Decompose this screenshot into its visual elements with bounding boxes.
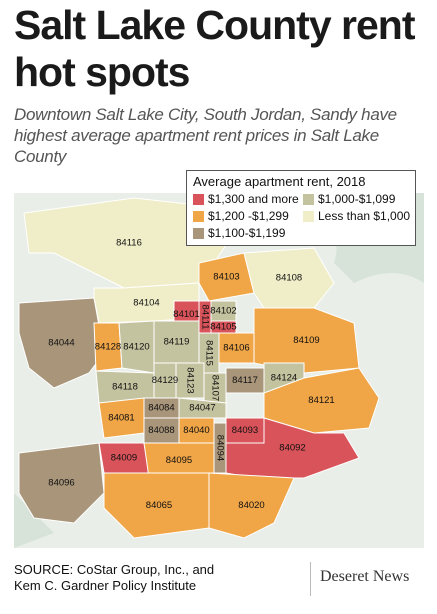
legend-title: Average apartment rent, 2018 <box>193 174 366 189</box>
zip-region-84096 <box>18 442 105 524</box>
zip-label-84119: 84119 <box>164 337 190 348</box>
zip-label-84118: 84118 <box>112 382 138 393</box>
zip-label-84116: 84116 <box>116 238 142 249</box>
legend-swatch <box>193 193 204 205</box>
zip-label-84105: 84105 <box>210 322 236 333</box>
footer-divider <box>310 562 311 596</box>
zip-label-84111: 84111 <box>199 304 210 329</box>
zip-label-84128: 84128 <box>95 342 121 353</box>
legend-item: $1,100-$1,199 <box>193 226 303 240</box>
legend-label: $1,000-$1,099 <box>318 192 396 206</box>
zip-label-84096: 84096 <box>48 478 74 489</box>
zip-label-84047: 84047 <box>189 403 215 414</box>
source-line-2: Kem C. Gardner Policy Institute <box>14 578 197 593</box>
zip-label-84104: 84104 <box>133 298 159 309</box>
zip-label-84081: 84081 <box>108 413 134 424</box>
source-line-1: SOURCE: CoStar Group, Inc., and <box>14 562 215 577</box>
legend-swatch <box>303 193 314 205</box>
brand-logo: Deseret News <box>320 568 410 585</box>
zip-label-84124: 84124 <box>271 373 297 384</box>
zip-label-84020: 84020 <box>238 500 264 511</box>
zip-label-84093: 84093 <box>232 425 258 436</box>
legend-swatch <box>193 227 204 239</box>
legend-label: $1,300 and more <box>208 192 299 206</box>
legend-label: $1,200 -$1,299 <box>208 209 289 223</box>
zip-label-84117: 84117 <box>232 375 258 386</box>
legend-item: $1,200 -$1,299 <box>193 209 303 223</box>
zip-label-84101: 84101 <box>173 309 199 320</box>
legend: Average apartment rent, 2018 $1,300 and … <box>186 170 416 246</box>
legend-swatch <box>303 210 314 222</box>
legend-label: $1,100-$1,199 <box>208 226 286 240</box>
legend-item: $1,000-$1,099 <box>303 192 413 206</box>
legend-label: Less than $1,000 <box>318 209 411 223</box>
terrain-shade-sw <box>14 493 54 548</box>
zip-label-84103: 84103 <box>213 272 239 283</box>
zip-label-84129: 84129 <box>152 375 178 386</box>
zip-label-84120: 84120 <box>123 342 149 353</box>
zip-label-84121: 84121 <box>308 395 334 406</box>
zip-label-84108: 84108 <box>276 273 302 284</box>
zip-label-84009: 84009 <box>111 453 137 464</box>
legend-item: $1,300 and more <box>193 192 303 206</box>
zip-label-84040: 84040 <box>183 425 209 436</box>
legend-swatch <box>193 210 204 222</box>
zip-region-84103 <box>198 252 255 302</box>
zip-label-84095: 84095 <box>166 455 192 466</box>
zip-label-84102: 84102 <box>210 306 236 317</box>
zip-label-84123: 84123 <box>184 367 195 393</box>
zip-label-84084: 84084 <box>148 403 174 414</box>
zip-label-84106: 84106 <box>223 343 249 354</box>
page-title: Salt Lake County rent hot spots <box>14 2 415 95</box>
legend-item: Less than $1,000 <box>303 209 413 223</box>
zip-labels: 84116 84103 84108 84044 84104 84101 84111 84102… <box>48 238 334 512</box>
zip-label-84065: 84065 <box>146 500 172 511</box>
zip-region-84020 <box>208 472 295 539</box>
rent-map: 84116 84103 84108 84044 84104 84101 84111 84102… <box>14 193 424 548</box>
page-subtitle: Downtown Salt Lake City, South Jordan, S… <box>14 105 397 166</box>
zip-label-84088: 84088 <box>148 425 174 436</box>
zip-regions <box>18 197 380 539</box>
zip-label-84092: 84092 <box>279 443 305 454</box>
zip-label-84115: 84115 <box>203 340 214 366</box>
zip-label-84109: 84109 <box>293 335 319 346</box>
zip-label-84044: 84044 <box>48 338 74 349</box>
source-credit: SOURCE: CoStar Group, Inc., and Kem C. G… <box>14 562 214 594</box>
zip-label-84107: 84107 <box>209 375 220 401</box>
zip-label-84094: 84094 <box>214 435 225 461</box>
zip-region-84065 <box>103 472 215 539</box>
